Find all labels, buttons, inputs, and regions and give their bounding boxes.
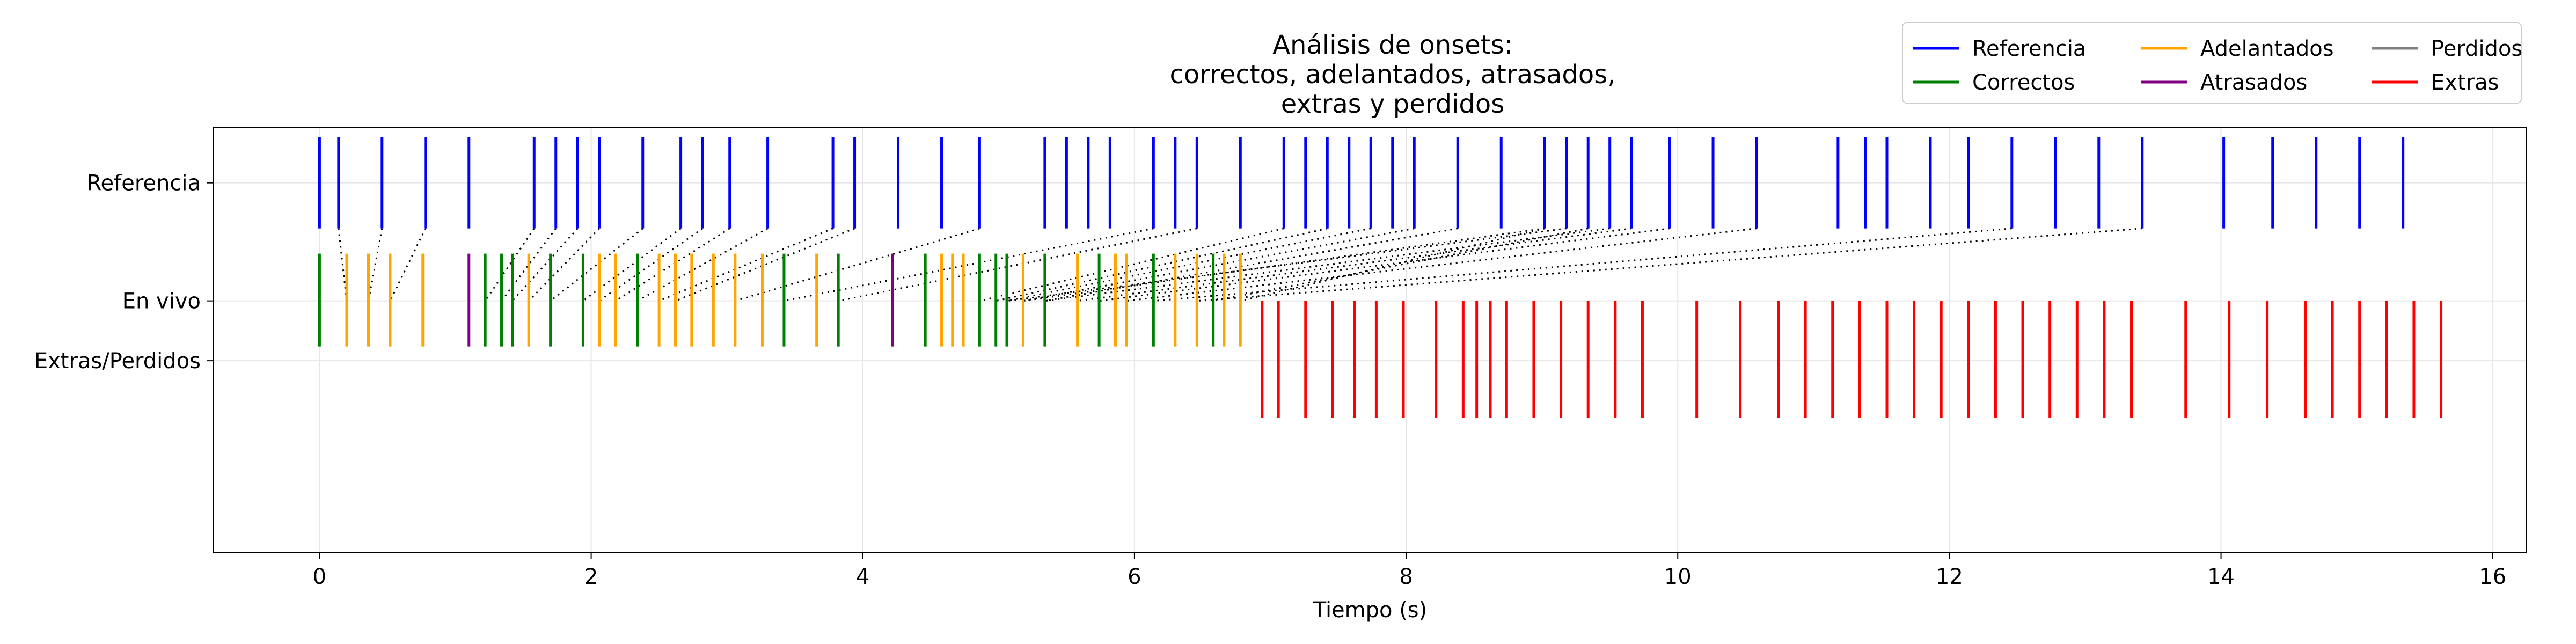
x-tick-label: 8	[1399, 565, 1413, 589]
chart-title: Análisis de onsets: correctos, adelantad…	[1169, 30, 1615, 119]
x-tick-label: 16	[2479, 565, 2506, 589]
extra-onsets	[1261, 301, 2443, 418]
x-tick-label: 4	[856, 565, 869, 589]
x-axis-label: Tiempo (s)	[1313, 598, 1428, 623]
match-connector	[1240, 228, 1545, 302]
x-tick-label: 12	[1936, 565, 1963, 589]
y-tick-label: Referencia	[87, 171, 201, 196]
legend-label: Extras	[2431, 70, 2499, 95]
legend-label: Adelantados	[2200, 36, 2334, 61]
match-connector	[1099, 228, 1670, 302]
legend-label: Atrasados	[2200, 70, 2307, 95]
chart-title-line-1: Análisis de onsets:	[1272, 30, 1513, 60]
y-tick-label: Extras/Perdidos	[34, 349, 201, 374]
chart-title-line-3: extras y perdidos	[1281, 89, 1505, 119]
x-tick-label: 2	[584, 565, 598, 589]
x-tick-label: 14	[2207, 565, 2235, 589]
x-tick-label: 10	[1664, 565, 1692, 589]
match-connector	[735, 228, 980, 302]
plot-area-frame	[213, 127, 2527, 553]
x-tick-label: 6	[1128, 565, 1141, 589]
legend-label: Referencia	[1972, 36, 2086, 61]
match-connector	[1044, 228, 1610, 302]
match-connector	[784, 228, 1154, 302]
match-connector	[615, 228, 730, 302]
live-onsets	[318, 253, 1242, 347]
match-connector	[979, 228, 1284, 302]
match-connector	[1023, 228, 1415, 302]
legend: Referencia Correctos Adelantados Atrasados P…	[1902, 22, 2522, 104]
match-connector	[368, 228, 383, 301]
x-tick-label: 0	[313, 565, 326, 589]
match-connector	[338, 228, 348, 301]
legend-frame	[1902, 22, 2522, 104]
reference-onsets	[318, 137, 2405, 229]
match-connector	[1044, 228, 1458, 302]
y-axis-ticks: Referencia En vivo Extras/Perdidos	[34, 171, 214, 374]
match-connectors	[338, 228, 2142, 302]
match-connector	[511, 228, 579, 302]
legend-label: Perdidos	[2431, 36, 2522, 61]
x-axis-ticks: 0 2 4 6 8 10 12 14 16	[313, 553, 2506, 589]
legend-label: Correctos	[1972, 70, 2075, 95]
y-tick-label: En vivo	[122, 289, 201, 314]
chart-title-line-2: correctos, adelantados, atrasados,	[1169, 60, 1615, 90]
